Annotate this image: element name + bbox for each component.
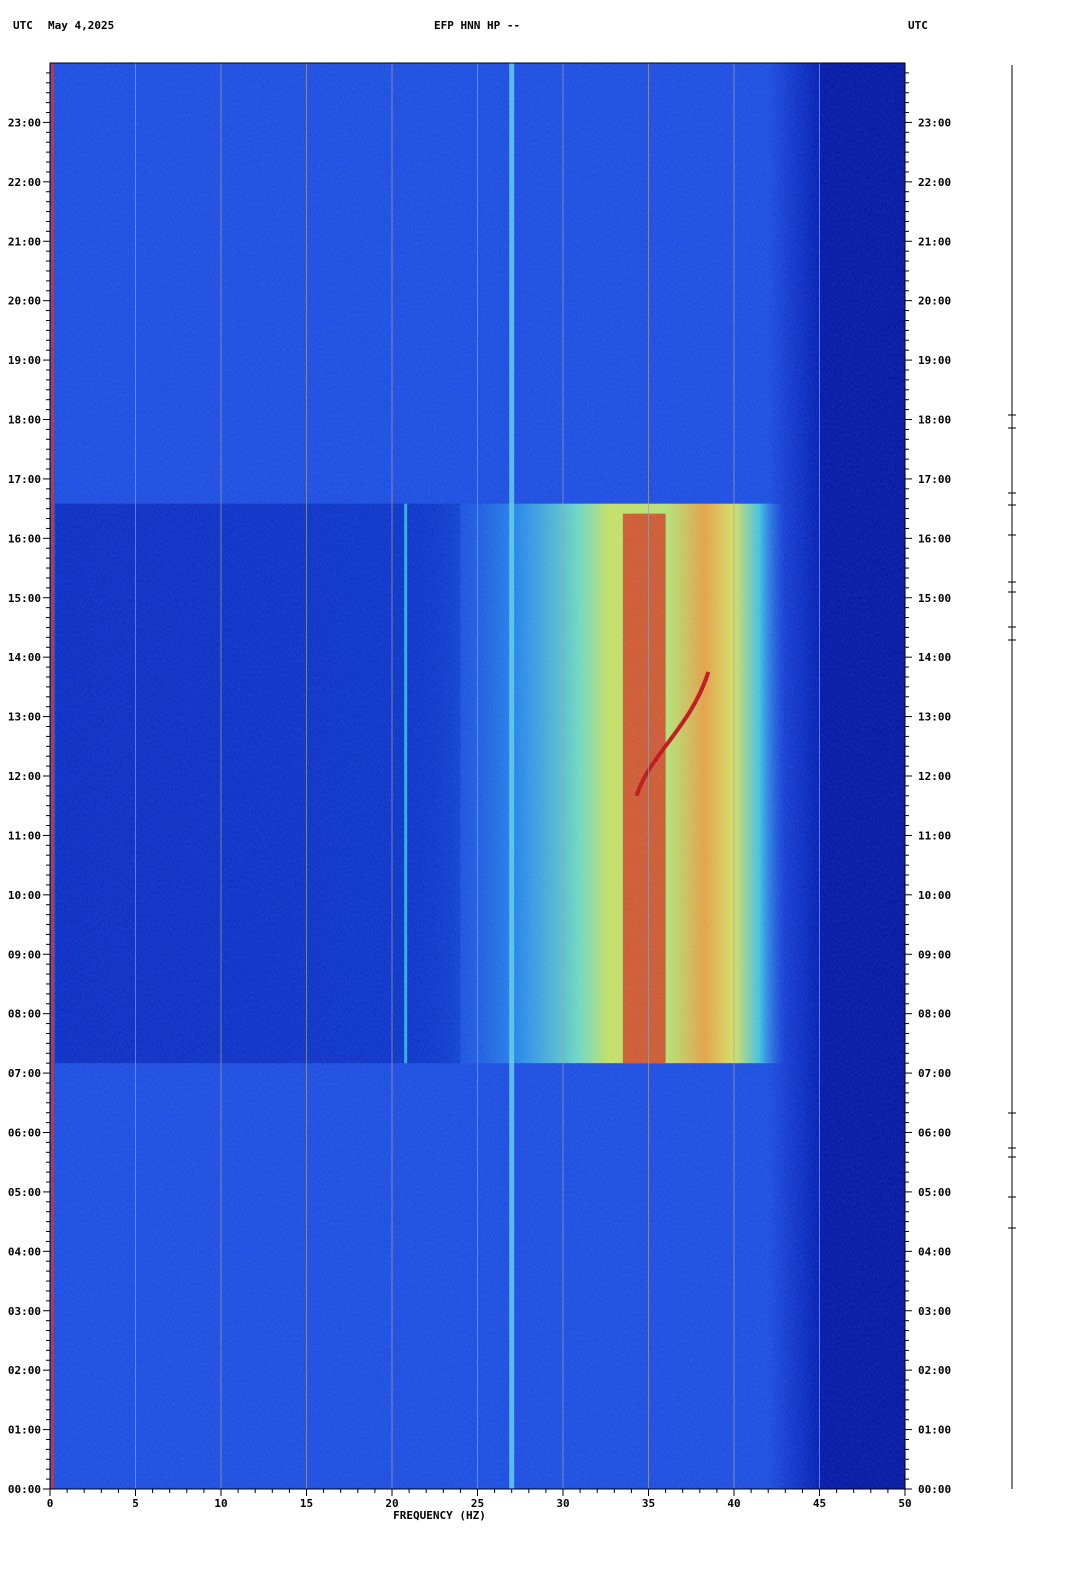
y-tick-label-right: 19:00 <box>918 354 951 367</box>
y-tick-label-left: 23:00 <box>8 116 41 129</box>
y-tick-label-right: 20:00 <box>918 295 951 308</box>
y-tick-label-left: 01:00 <box>8 1424 41 1437</box>
y-tick-label-right: 11:00 <box>918 829 951 842</box>
y-tick-label-left: 20:00 <box>8 295 41 308</box>
y-tick-label-right: 22:00 <box>918 176 951 189</box>
x-axis-title: FREQUENCY (HZ) <box>393 1509 486 1522</box>
y-tick-label-right: 04:00 <box>918 1245 951 1258</box>
y-tick-label-right: 08:00 <box>918 1008 951 1021</box>
y-tick-label-right: 03:00 <box>918 1305 951 1318</box>
y-tick-label-left: 17:00 <box>8 473 41 486</box>
x-tick-label: 45 <box>813 1497 826 1510</box>
y-tick-label-right: 15:00 <box>918 592 951 605</box>
x-tick-label: 40 <box>727 1497 740 1510</box>
y-tick-label-right: 05:00 <box>918 1186 951 1199</box>
x-tick-label: 5 <box>132 1497 139 1510</box>
y-tick-label-left: 03:00 <box>8 1305 41 1318</box>
y-tick-label-left: 12:00 <box>8 770 41 783</box>
y-tick-label-left: 05:00 <box>8 1186 41 1199</box>
y-tick-label-right: 01:00 <box>918 1424 951 1437</box>
y-tick-label-left: 07:00 <box>8 1067 41 1080</box>
y-tick-label-left: 18:00 <box>8 414 41 427</box>
y-tick-label-right: 17:00 <box>918 473 951 486</box>
header-left-utc: UTC <box>13 19 33 32</box>
y-tick-label-left: 02:00 <box>8 1364 41 1377</box>
y-tick-label-right: 10:00 <box>918 889 951 902</box>
y-tick-label-right: 00:00 <box>918 1483 951 1496</box>
y-tick-label-right: 07:00 <box>918 1067 951 1080</box>
header-right-utc: UTC <box>908 19 928 32</box>
y-tick-label-right: 06:00 <box>918 1127 951 1140</box>
header-date: May 4,2025 <box>48 19 115 32</box>
x-tick-label: 10 <box>214 1497 227 1510</box>
y-tick-label-left: 21:00 <box>8 235 41 248</box>
y-tick-label-left: 08:00 <box>8 1008 41 1021</box>
y-tick-label-left: 04:00 <box>8 1245 41 1258</box>
y-tick-label-right: 13:00 <box>918 711 951 724</box>
y-tick-label-left: 22:00 <box>8 176 41 189</box>
x-tick-label: 35 <box>642 1497 655 1510</box>
y-tick-label-left: 16:00 <box>8 532 41 545</box>
y-tick-label-left: 11:00 <box>8 829 41 842</box>
x-tick-label: 50 <box>898 1497 911 1510</box>
y-tick-label-left: 13:00 <box>8 711 41 724</box>
y-tick-label-right: 12:00 <box>918 770 951 783</box>
chart-title: EFP HNN HP -- <box>434 19 521 32</box>
y-tick-label-right: 23:00 <box>918 116 951 129</box>
x-tick-label: 0 <box>47 1497 54 1510</box>
y-tick-label-left: 06:00 <box>8 1127 41 1140</box>
y-tick-label-left: 10:00 <box>8 889 41 902</box>
y-tick-label-right: 18:00 <box>918 414 951 427</box>
x-tick-label: 20 <box>385 1497 398 1510</box>
y-tick-label-left: 19:00 <box>8 354 41 367</box>
plot-frame <box>49 62 906 1490</box>
x-tick-label: 30 <box>556 1497 569 1510</box>
y-tick-label-left: 00:00 <box>8 1483 41 1496</box>
y-tick-label-left: 14:00 <box>8 651 41 664</box>
y-tick-label-right: 21:00 <box>918 235 951 248</box>
y-tick-label-right: 16:00 <box>918 532 951 545</box>
x-tick-label: 25 <box>471 1497 484 1510</box>
y-tick-label-right: 02:00 <box>918 1364 951 1377</box>
y-tick-label-right: 14:00 <box>918 651 951 664</box>
y-tick-label-left: 15:00 <box>8 592 41 605</box>
x-tick-label: 15 <box>300 1497 313 1510</box>
y-tick-label-left: 09:00 <box>8 948 41 961</box>
y-tick-label-right: 09:00 <box>918 948 951 961</box>
